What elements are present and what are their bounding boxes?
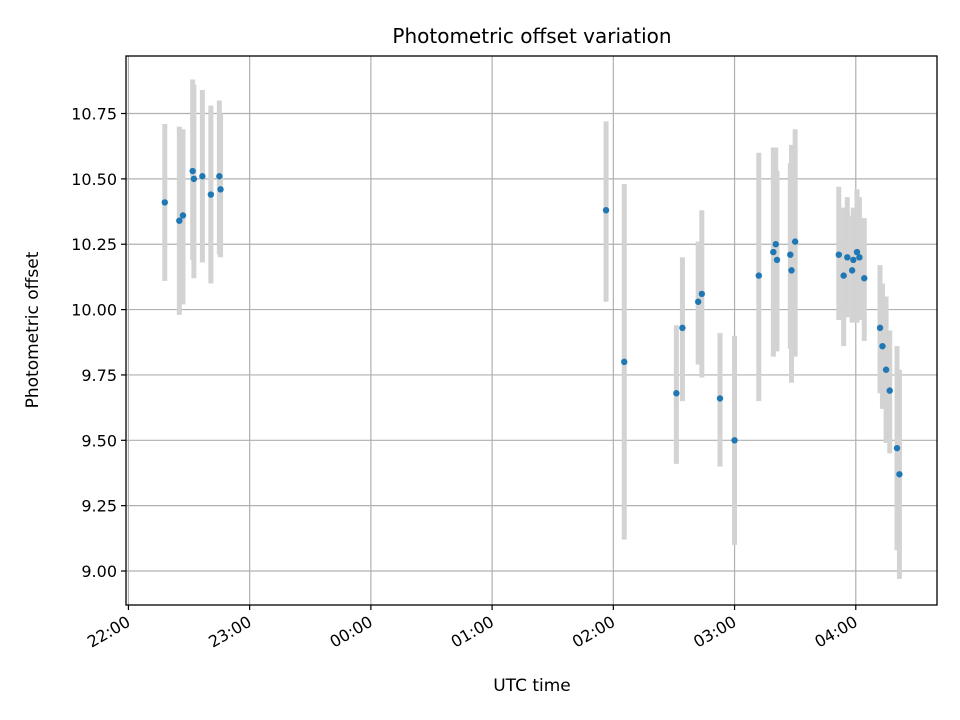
data-point-20 (773, 256, 781, 264)
y-tick-label-2: 9.50 (81, 431, 117, 450)
grid (126, 56, 937, 605)
y-tick-label-5: 10.25 (71, 235, 117, 254)
data-point-3 (189, 167, 196, 175)
data-point-28 (850, 256, 857, 264)
y-tick-label-0: 9.00 (81, 562, 117, 581)
x-tick-label-1: 23:00 (205, 612, 254, 652)
data-point-13 (694, 298, 702, 305)
data-point-4 (190, 175, 198, 183)
data-point-19 (772, 241, 779, 248)
x-axis-title: UTC time (493, 676, 571, 696)
data-point-17 (755, 272, 762, 279)
data-point-2 (179, 212, 187, 219)
data-point-11 (673, 390, 680, 397)
x-tick-label-6: 04:00 (811, 612, 860, 652)
data-point-7 (216, 173, 223, 180)
data-point-12 (679, 324, 686, 332)
x-axis-ticks: 22:00 23:00 00:00 01:00 02:00 03:00 04:00 (84, 605, 861, 652)
data-point-18 (770, 248, 777, 256)
x-tick-label-2: 00:00 (326, 612, 375, 652)
data-point-35 (886, 387, 893, 394)
data-point-16 (731, 437, 738, 444)
x-tick-label-3: 01:00 (448, 612, 497, 652)
y-tick-label-7: 10.75 (71, 105, 117, 124)
data-point-34 (882, 366, 890, 373)
data-point-10 (621, 358, 628, 366)
data-point-29 (853, 248, 861, 256)
data-points (161, 167, 903, 478)
data-point-21 (787, 251, 794, 258)
y-tick-label-1: 9.25 (81, 497, 117, 516)
data-point-36 (893, 444, 901, 452)
data-point-1 (176, 217, 183, 224)
chart-title: Photometric offset variation (392, 24, 671, 48)
x-tick-label-0: 22:00 (84, 612, 133, 652)
data-point-14 (698, 290, 706, 298)
data-point-6 (207, 191, 215, 198)
data-point-9 (602, 207, 610, 214)
plot-frame (125, 55, 938, 606)
data-point-32 (876, 324, 884, 332)
data-point-37 (896, 471, 903, 478)
data-point-8 (217, 186, 224, 193)
data-point-15 (716, 395, 724, 402)
data-point-33 (879, 342, 886, 350)
data-point-23 (791, 238, 799, 245)
y-tick-label-3: 9.75 (81, 366, 117, 385)
data-point-25 (840, 272, 847, 279)
data-point-31 (861, 275, 868, 282)
y-axis-title: Photometric offset (23, 251, 43, 408)
data-point-22 (788, 267, 795, 274)
y-tick-label-4: 10.00 (71, 301, 117, 320)
data-point-30 (856, 254, 863, 261)
data-point-24 (835, 251, 843, 258)
error-bars (162, 79, 902, 579)
data-point-26 (844, 254, 851, 261)
data-point-0 (161, 199, 168, 206)
x-tick-label-4: 02:00 (569, 612, 618, 652)
x-tick-label-5: 03:00 (690, 612, 739, 652)
data-point-5 (199, 173, 206, 180)
y-tick-label-6: 10.50 (71, 170, 117, 189)
y-axis-ticks: 9.00 9.25 9.50 9.75 10.00 10.25 10.50 10.75 (71, 105, 126, 581)
data-point-27 (848, 267, 856, 274)
